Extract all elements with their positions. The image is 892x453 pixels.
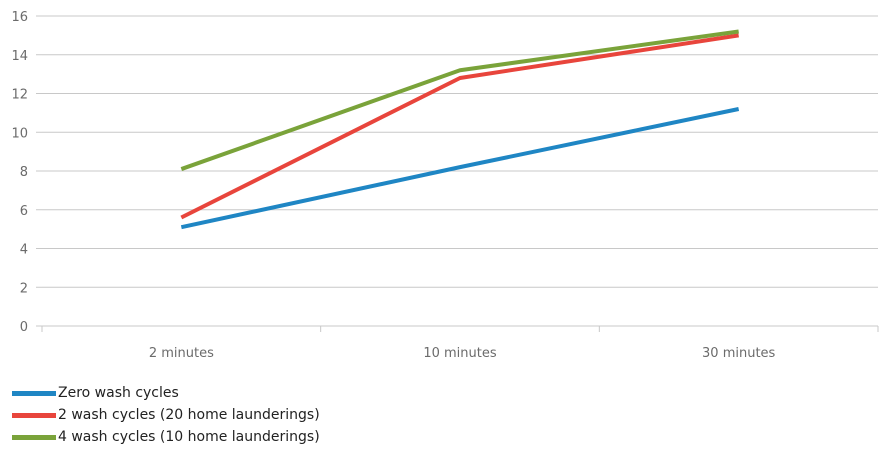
series-line-1: [180, 33, 739, 220]
y-tick-label: 12: [11, 88, 28, 103]
legend-item-zero-wash: Zero wash cycles: [12, 382, 320, 404]
y-tick-label: 4: [20, 243, 28, 258]
series-line-0: [180, 107, 740, 230]
series-lines: [180, 29, 740, 230]
legend-item-4-wash: 4 wash cycles (10 home launderings): [12, 426, 320, 448]
x-axis-tick-labels: 2 minutes 10 minutes 30 minutes: [149, 346, 776, 361]
legend: Zero wash cycles 2 wash cycles (20 home …: [12, 382, 320, 448]
y-tick-label: 10: [11, 126, 28, 141]
legend-label: Zero wash cycles: [58, 385, 179, 401]
legend-swatch: [12, 434, 56, 440]
y-tick-label: 8: [20, 165, 28, 180]
line-chart: 0 2 4 6 8 10 12 14 16 2 minutes 10 minutes 30 minu…: [11, 10, 879, 361]
legend-swatch: [12, 412, 56, 418]
legend-item-2-wash: 2 wash cycles (20 home launderings): [12, 404, 320, 426]
series-line-2: [180, 29, 739, 171]
legend-swatch: [12, 390, 56, 396]
gridlines: [36, 15, 879, 332]
y-tick-label: 0: [20, 320, 28, 335]
y-tick-label: 16: [11, 10, 28, 25]
x-tick-label: 30 minutes: [702, 346, 776, 361]
x-tick-label: 10 minutes: [423, 346, 497, 361]
legend-label: 2 wash cycles (20 home launderings): [58, 407, 320, 423]
y-tick-label: 6: [20, 204, 28, 219]
y-tick-label: 2: [20, 281, 28, 296]
x-tick-label: 2 minutes: [149, 346, 214, 361]
legend-label: 4 wash cycles (10 home launderings): [58, 429, 320, 445]
y-tick-label: 14: [11, 49, 28, 64]
y-axis-tick-labels: 0 2 4 6 8 10 12 14 16: [11, 10, 28, 335]
